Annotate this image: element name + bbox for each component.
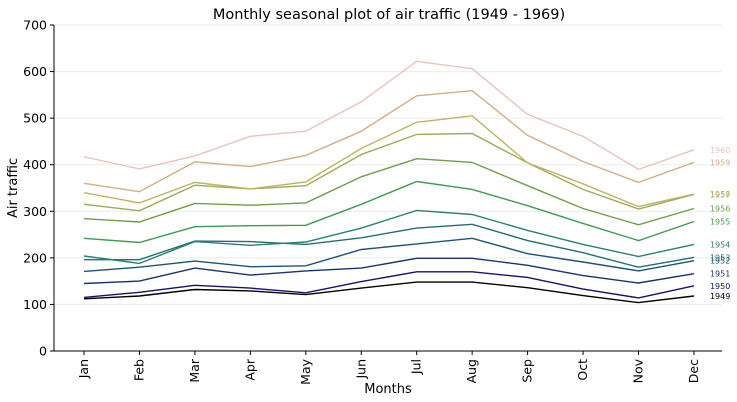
series-line-1952 bbox=[83, 237, 695, 273]
series-line-1956 bbox=[83, 157, 695, 226]
series-label-1956: 1956 bbox=[710, 204, 730, 213]
series-label-1953: 1953 bbox=[710, 253, 730, 262]
x-tick-label: Feb bbox=[131, 359, 146, 381]
y-tick-label: 100 bbox=[23, 297, 47, 312]
series-label-1957: 1957 bbox=[710, 191, 730, 200]
y-tick-label: 300 bbox=[23, 204, 47, 219]
x-tick-label: Mar bbox=[187, 358, 202, 382]
y-axis-label: Air traffic bbox=[6, 158, 21, 218]
y-tick-label: 200 bbox=[23, 250, 47, 265]
series-line-1951 bbox=[83, 257, 695, 285]
y-ticks: 0 100 200 300 400 500 600 700 bbox=[23, 18, 54, 359]
series-label-1951: 1951 bbox=[710, 270, 730, 279]
series-line-1959 bbox=[83, 89, 695, 193]
series-line-1958 bbox=[83, 115, 695, 208]
y-tick-label: 500 bbox=[23, 111, 47, 126]
series-line-1949 bbox=[83, 281, 695, 304]
y-tick-label: 700 bbox=[23, 18, 47, 33]
series-label-1949: 1949 bbox=[710, 292, 730, 301]
x-tick-label: Aug bbox=[464, 359, 479, 383]
series-line-1955 bbox=[83, 180, 695, 244]
series-label-1960: 1960 bbox=[710, 146, 730, 155]
axes bbox=[53, 25, 722, 352]
series-line-1950 bbox=[83, 271, 695, 299]
x-tick-label: May bbox=[298, 358, 313, 384]
x-tick-label: Jan bbox=[76, 359, 91, 379]
series-line-1954 bbox=[83, 209, 695, 265]
grid-lines bbox=[54, 24, 722, 305]
series-label-1954: 1954 bbox=[710, 240, 730, 249]
x-tick-label: Apr bbox=[242, 358, 257, 380]
series-line-1953 bbox=[84, 223, 695, 268]
x-tick-label: Jun bbox=[353, 359, 368, 380]
series-line-1960 bbox=[83, 60, 695, 171]
series-line-1957 bbox=[83, 132, 695, 212]
series-label-1955: 1955 bbox=[710, 218, 730, 227]
y-tick-label: 0 bbox=[39, 344, 47, 359]
y-tick-label: 400 bbox=[23, 157, 47, 172]
x-tick-label: Oct bbox=[575, 359, 590, 381]
y-tick-label: 600 bbox=[23, 64, 47, 79]
series-label-1959: 1959 bbox=[710, 158, 730, 167]
series-label-1950: 1950 bbox=[710, 282, 730, 291]
x-tick-label: Dec bbox=[686, 359, 701, 383]
series-label-1952: 1952 bbox=[710, 257, 730, 266]
x-ticks: Jan Feb Mar Apr May Jun Jul Aug Sep Oct Nov Dec bbox=[76, 351, 701, 385]
series-label-1958: 1958 bbox=[710, 190, 730, 199]
chart-title: Monthly seasonal plot of air traffic (19… bbox=[213, 7, 565, 23]
series-lines bbox=[83, 60, 695, 304]
x-tick-label: Jul bbox=[409, 359, 424, 375]
x-tick-label: Sep bbox=[520, 359, 535, 383]
x-axis-label: Months bbox=[364, 382, 412, 397]
x-tick-label: Nov bbox=[631, 358, 646, 383]
